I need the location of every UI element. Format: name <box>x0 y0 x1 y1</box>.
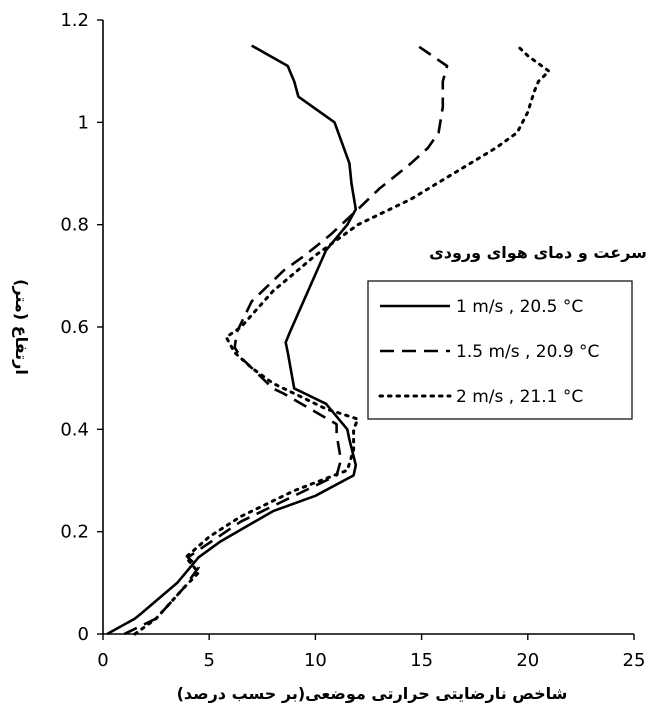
y-ticks: 0 0.2 0.4 0.6 0.8 1 1.2 <box>60 10 103 645</box>
y-tick-label: 0.6 <box>60 317 89 338</box>
y-tick-label: 0.2 <box>60 522 89 543</box>
legend-label-3: 2 m/s , 21.1 °C <box>456 387 583 407</box>
series-line-1 <box>106 44 358 636</box>
x-ticks: 0 5 10 15 20 25 <box>97 634 645 671</box>
x-tick-label: 15 <box>410 650 433 671</box>
series-line-3 <box>133 44 551 636</box>
y-tick-label: 0 <box>78 624 89 645</box>
y-tick-label: 0.8 <box>60 215 89 236</box>
legend-entries: 1 m/s , 20.5 °C 1.5 m/s , 20.9 °C 2 m/s , … <box>378 297 599 407</box>
x-tick-label: 25 <box>623 650 646 671</box>
x-tick-label: 5 <box>203 650 214 671</box>
x-tick-label: 10 <box>304 650 327 671</box>
legend-title: سرعت و دمای هوای ورودی <box>429 243 647 262</box>
x-tick-label: 20 <box>516 650 539 671</box>
legend-label-1: 1 m/s , 20.5 °C <box>456 297 583 317</box>
x-tick-label: 0 <box>97 650 108 671</box>
legend: سرعت و دمای هوای ورودی 1 m/s , 20.5 °C 1.… <box>367 243 647 420</box>
series-group <box>106 44 551 636</box>
y-axis-title: ارتفاع (متر) <box>12 279 31 375</box>
legend-label-2: 1.5 m/s , 20.9 °C <box>456 342 599 362</box>
y-tick-label: 1 <box>78 112 89 133</box>
series-line-2 <box>123 44 449 636</box>
y-tick-label: 0.4 <box>60 419 89 440</box>
y-tick-label: 1.2 <box>60 10 89 31</box>
x-axis-title: شاخص نارضایتی حرارتی موضعی(بر حسب درصد) <box>177 684 568 703</box>
